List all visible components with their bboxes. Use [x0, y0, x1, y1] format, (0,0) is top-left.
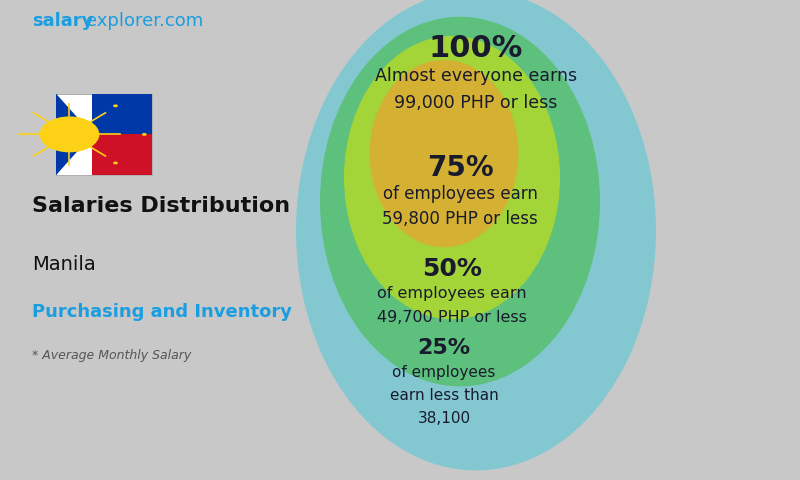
Circle shape [39, 117, 99, 152]
Text: 75%: 75% [426, 154, 494, 181]
Polygon shape [56, 94, 93, 175]
Text: Manila: Manila [32, 254, 96, 274]
Text: 59,800 PHP or less: 59,800 PHP or less [382, 210, 538, 228]
Text: 50%: 50% [422, 257, 482, 281]
Circle shape [142, 133, 146, 136]
Text: * Average Monthly Salary: * Average Monthly Salary [32, 348, 191, 362]
Text: Salaries Distribution: Salaries Distribution [32, 196, 290, 216]
Ellipse shape [344, 36, 560, 319]
Bar [93, 134, 152, 175]
Ellipse shape [370, 60, 518, 247]
Circle shape [113, 161, 118, 164]
Ellipse shape [296, 0, 656, 470]
Text: earn less than: earn less than [390, 388, 498, 403]
Text: explorer.com: explorer.com [86, 12, 204, 30]
Bar [56, 94, 152, 175]
Ellipse shape [320, 17, 600, 386]
Text: Purchasing and Inventory: Purchasing and Inventory [32, 303, 292, 321]
Circle shape [113, 105, 118, 108]
Text: of employees: of employees [392, 365, 496, 380]
Text: of employees earn: of employees earn [382, 185, 538, 203]
Bar [93, 94, 152, 134]
Text: 100%: 100% [429, 34, 523, 62]
Text: Almost everyone earns: Almost everyone earns [375, 67, 577, 85]
Text: salary: salary [32, 12, 94, 30]
Text: 38,100: 38,100 [418, 411, 470, 426]
Text: of employees earn: of employees earn [377, 286, 527, 300]
Text: 25%: 25% [418, 338, 470, 359]
Text: 99,000 PHP or less: 99,000 PHP or less [394, 94, 558, 111]
Text: 49,700 PHP or less: 49,700 PHP or less [377, 310, 527, 324]
